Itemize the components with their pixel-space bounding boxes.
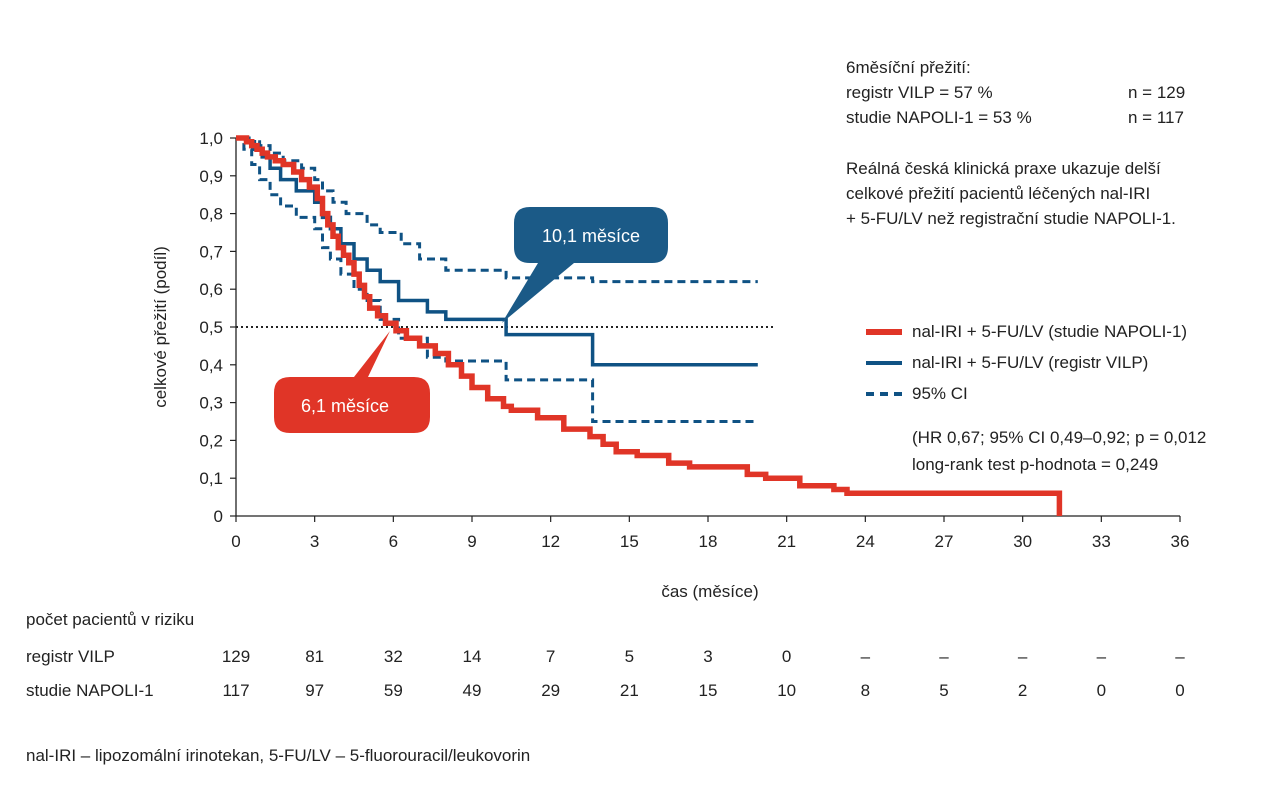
x-axis-title: čas (měsíce) xyxy=(661,582,758,601)
risk-cell: 29 xyxy=(541,681,561,700)
risk-cell: 2 xyxy=(1017,681,1028,700)
note-line: Reálná česká klinická praxe ukazuje delš… xyxy=(846,159,1161,178)
x-tick-label: 36 xyxy=(1171,532,1190,551)
y-tick-label: 0,2 xyxy=(199,431,223,450)
risk-cell: – xyxy=(939,647,949,666)
callout-bubble-napoli-median xyxy=(274,331,430,433)
risk-cell: 10 xyxy=(777,681,797,700)
risk-cell: 14 xyxy=(462,647,482,666)
legend-swatch-blue-solid xyxy=(866,360,902,365)
risk-cell: – xyxy=(1175,647,1185,666)
risk-cell: 49 xyxy=(462,681,482,700)
survival-label-vilp: registr VILP = 57 % xyxy=(846,83,993,102)
y-axis-title: celkové přežití (podíl) xyxy=(151,246,170,408)
chart-annotations: 10,1 měsíce 6,1 měsíce xyxy=(274,207,668,433)
y-tick-label: 0,3 xyxy=(199,394,223,413)
y-tick-label: 0,7 xyxy=(199,242,223,261)
y-tick-label: 0,8 xyxy=(199,205,223,224)
risk-cell: 0 xyxy=(1096,681,1107,700)
legend-label: 95% CI xyxy=(912,383,968,403)
ci-lower-line xyxy=(236,136,758,423)
risk-cell: 81 xyxy=(305,647,325,666)
hazard-ratio-line: (HR 0,67; 95% CI 0,49–0,92; p = 0,012 xyxy=(912,428,1207,447)
x-tick-label: 3 xyxy=(310,532,319,551)
n-value-napoli: n = 117 xyxy=(1128,108,1184,127)
callout-label-napoli-median: 6,1 měsíce xyxy=(301,396,389,416)
x-tick-label: 9 xyxy=(467,532,476,551)
six-month-survival-box: 6měsíční přežití: registr VILP = 57 % n … xyxy=(846,55,1185,130)
survival-chart: 0 3 6 9 12 15 18 21 24 27 30 33 3600,10,20,30,40,50,… xyxy=(151,129,1189,601)
x-tick-label: 27 xyxy=(935,532,954,551)
risk-cell: – xyxy=(1017,647,1028,666)
risk-cell: 7 xyxy=(545,647,556,666)
six-month-heading: 6měsíční přežití: xyxy=(846,58,971,77)
note-line: + 5-FU/LV než registrační studie NAPOLI-… xyxy=(846,209,1176,228)
risk-cell: 5 xyxy=(624,647,635,666)
legend-item-ci: 95% CI xyxy=(866,378,1187,409)
legend-item-napoli: nal-IRI + 5-FU/LV (studie NAPOLI-1) xyxy=(866,316,1187,347)
y-tick-label: 1,0 xyxy=(199,129,223,148)
chart-legend: nal-IRI + 5-FU/LV (studie NAPOLI-1) nal-… xyxy=(866,316,1187,409)
legend-item-vilp: nal-IRI + 5-FU/LV (registr VILP) xyxy=(866,347,1187,378)
legend-label: nal-IRI + 5-FU/LV (studie NAPOLI-1) xyxy=(912,321,1188,341)
x-tick-label: 0 xyxy=(231,532,240,551)
x-tick-label: 6 xyxy=(389,532,398,551)
risk-cell: 59 xyxy=(383,681,403,700)
x-tick-label: 30 xyxy=(1013,532,1032,551)
y-tick-label: 0,6 xyxy=(199,280,223,299)
vilp-survival-line xyxy=(236,136,758,367)
napoli-survival-line xyxy=(236,135,1063,516)
ci-upper-line xyxy=(236,136,758,284)
note-line: celkové přežití pacientů léčených nal-IR… xyxy=(846,184,1151,203)
survival-row-vilp: registr VILP = 57 % n = 129 xyxy=(846,80,1185,105)
legend-swatch-red-solid xyxy=(866,328,902,335)
risk-table: počet pacientů v riziku registr VILP stu… xyxy=(26,610,1226,700)
survival-row-napoli: studie NAPOLI-1 = 53 % n = 117 xyxy=(846,105,1184,130)
y-tick-label: 0 xyxy=(214,507,223,526)
risk-cell: 97 xyxy=(305,681,325,700)
y-tick-label: 0,1 xyxy=(199,469,223,488)
survival-label-napoli: studie NAPOLI-1 = 53 % xyxy=(846,108,1032,127)
log-rank-line: long-rank test p-hodnota = 0,249 xyxy=(912,455,1159,474)
statistics-text: (HR 0,67; 95% CI 0,49–0,92; p = 0,012 lo… xyxy=(912,424,1206,478)
x-tick-label: 24 xyxy=(856,532,875,551)
abbreviation-footnote: nal-IRI – lipozomální irinotekan, 5-FU/L… xyxy=(26,746,531,765)
risk-cell: 0 xyxy=(781,647,792,666)
risk-cell: 129 xyxy=(221,647,251,666)
legend-label: nal-IRI + 5-FU/LV (registr VILP) xyxy=(912,352,1149,372)
conclusion-note: Reálná česká klinická praxe ukazuje delš… xyxy=(846,156,1176,231)
y-tick-label: 0,5 xyxy=(199,318,223,337)
x-tick-label: 33 xyxy=(1092,532,1111,551)
y-tick-label: 0,4 xyxy=(199,356,223,375)
risk-cell: 117 xyxy=(222,681,250,700)
legend-swatch-blue-dashed xyxy=(866,391,902,396)
risk-table-title: počet pacientů v riziku xyxy=(26,610,195,629)
risk-cell: 0 xyxy=(1175,681,1185,700)
risk-cell: 15 xyxy=(698,681,718,700)
risk-row-label-napoli: studie NAPOLI-1 xyxy=(26,681,154,700)
risk-cell: 21 xyxy=(619,681,639,700)
risk-cell: – xyxy=(1096,647,1107,666)
callout-bubble-vilp-median xyxy=(501,207,668,323)
risk-cell: 32 xyxy=(383,647,403,666)
risk-cell: 8 xyxy=(860,681,871,700)
n-value-vilp: n = 129 xyxy=(1128,83,1186,102)
y-tick-label: 0,9 xyxy=(199,167,223,186)
risk-row-label-vilp: registr VILP xyxy=(26,647,115,666)
risk-cell: 3 xyxy=(703,647,713,666)
x-tick-label: 18 xyxy=(699,532,718,551)
risk-cell: – xyxy=(860,647,871,666)
x-tick-label: 15 xyxy=(620,532,639,551)
x-tick-label: 21 xyxy=(777,532,796,551)
callout-label-vilp-median: 10,1 měsíce xyxy=(542,226,640,246)
chart-axes: 0 3 6 9 12 15 18 21 24 27 30 33 3600,10,20,30,40,50,… xyxy=(151,129,1189,601)
chart-series xyxy=(236,135,1063,516)
x-tick-label: 12 xyxy=(541,532,560,551)
risk-cell: 5 xyxy=(939,681,949,700)
